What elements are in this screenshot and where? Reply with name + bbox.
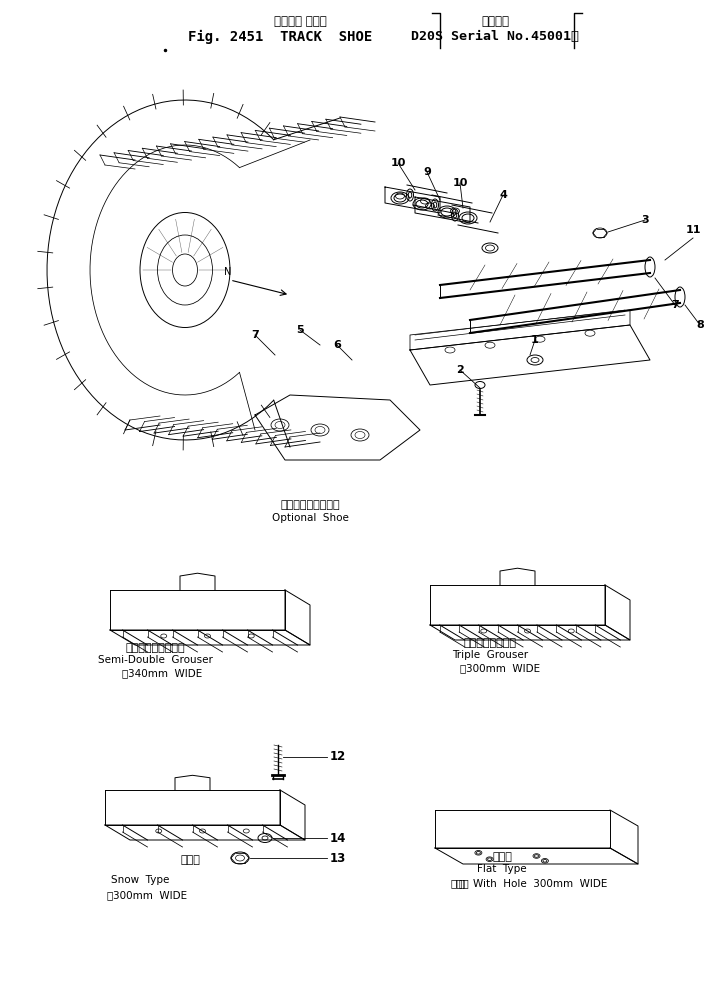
Text: Triple  Grouser: Triple Grouser [452,650,528,660]
Text: 13: 13 [330,852,346,864]
Text: セミダブルグローサ: セミダブルグローサ [125,643,185,653]
Text: 10: 10 [452,178,468,188]
Text: 8: 8 [696,320,704,330]
Text: 適用号機: 適用号機 [481,15,509,28]
Text: 14: 14 [330,832,346,845]
Text: 300mm  WIDE: 300mm WIDE [113,891,187,901]
Text: 7: 7 [251,330,259,340]
Text: Semi-Double  Grouser: Semi-Double Grouser [98,655,212,665]
Text: D20S Serial No.45001～: D20S Serial No.45001～ [411,30,579,43]
Text: With  Hole  300mm  WIDE: With Hole 300mm WIDE [473,879,607,889]
Text: 雪上用: 雪上用 [180,855,200,865]
Text: 穴あき: 穴あき [451,878,469,888]
Text: N: N [224,267,231,277]
Text: オプショナルシュー: オプショナルシュー [281,500,340,510]
Text: 6: 6 [333,340,341,350]
Text: 300mm  WIDE: 300mm WIDE [466,664,540,674]
Text: 5: 5 [296,325,304,335]
Text: Flat  Type: Flat Type [477,864,527,874]
Text: 2: 2 [456,365,464,375]
Text: 平滑用: 平滑用 [492,852,512,862]
Text: Optional  Shoe: Optional Shoe [271,513,348,523]
Text: 3: 3 [642,215,649,225]
Text: Fig. 2451  TRACK  SHOE: Fig. 2451 TRACK SHOE [188,30,372,45]
Text: トラック シュー: トラック シュー [273,15,326,28]
Text: 340mm  WIDE: 340mm WIDE [128,669,202,679]
Text: トリプルグローサ: トリプルグローサ [464,638,516,648]
Text: 幅: 幅 [122,668,128,678]
Text: 11: 11 [685,225,701,235]
Text: 7: 7 [671,300,679,310]
Text: 幅: 幅 [459,878,465,888]
Text: 10: 10 [390,158,406,168]
Text: 4: 4 [499,190,507,200]
Text: 12: 12 [330,751,346,764]
Text: 9: 9 [423,167,431,177]
Text: 幅: 幅 [460,663,466,673]
Text: 1: 1 [531,335,539,345]
Text: 幅: 幅 [107,890,113,900]
Text: Snow  Type: Snow Type [111,875,169,885]
